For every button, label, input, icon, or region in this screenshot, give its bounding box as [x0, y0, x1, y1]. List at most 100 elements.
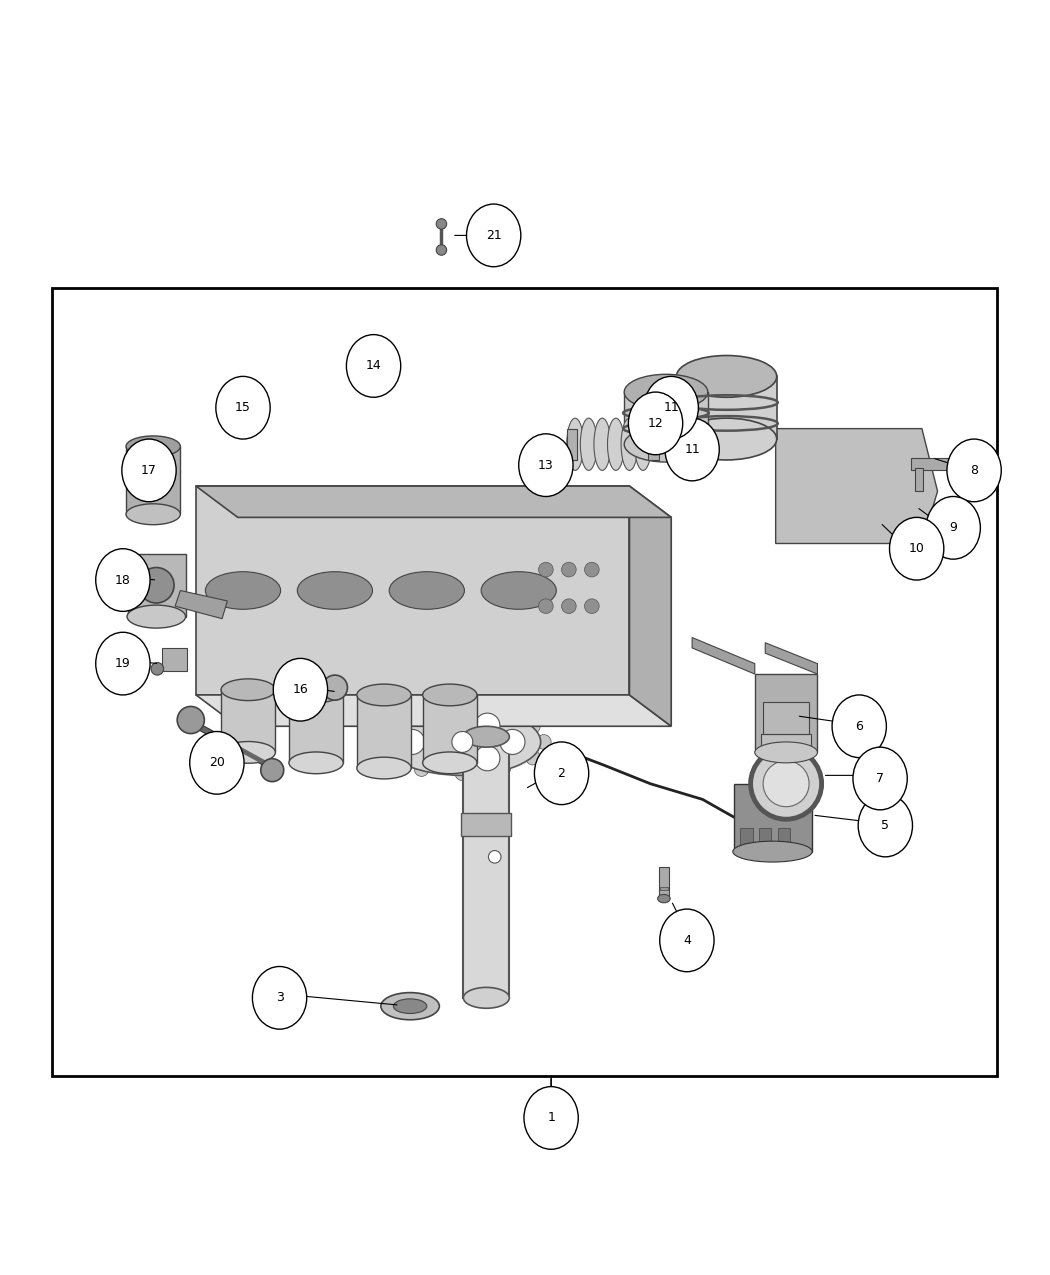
Ellipse shape: [394, 998, 426, 1014]
Ellipse shape: [222, 742, 275, 764]
Bar: [461, 813, 511, 836]
Ellipse shape: [381, 993, 439, 1020]
Text: 3: 3: [275, 992, 284, 1005]
Ellipse shape: [622, 418, 637, 470]
Ellipse shape: [733, 842, 813, 862]
Ellipse shape: [384, 709, 541, 775]
Text: 16: 16: [293, 683, 309, 696]
Ellipse shape: [126, 504, 181, 525]
Circle shape: [537, 734, 551, 750]
Ellipse shape: [252, 966, 307, 1029]
Circle shape: [436, 219, 446, 230]
Ellipse shape: [659, 909, 714, 972]
Ellipse shape: [216, 376, 270, 439]
Bar: [659, 887, 668, 890]
Bar: [126, 446, 181, 514]
Ellipse shape: [853, 747, 907, 810]
Circle shape: [322, 674, 348, 700]
Circle shape: [384, 719, 399, 733]
Text: 15: 15: [235, 402, 251, 414]
Circle shape: [562, 562, 576, 576]
Ellipse shape: [624, 375, 708, 409]
Ellipse shape: [463, 987, 509, 1009]
Ellipse shape: [889, 518, 944, 580]
Bar: [624, 391, 708, 444]
Circle shape: [562, 599, 576, 613]
Polygon shape: [765, 643, 818, 674]
Text: 14: 14: [365, 360, 381, 372]
Ellipse shape: [357, 757, 412, 779]
Bar: [911, 458, 953, 470]
Ellipse shape: [751, 748, 821, 820]
Circle shape: [452, 732, 472, 752]
Ellipse shape: [466, 204, 521, 266]
Ellipse shape: [665, 418, 719, 481]
Circle shape: [400, 729, 425, 755]
Ellipse shape: [390, 571, 464, 609]
Ellipse shape: [832, 695, 886, 757]
Ellipse shape: [755, 742, 818, 762]
Bar: [357, 695, 412, 768]
Ellipse shape: [122, 439, 176, 502]
Polygon shape: [175, 590, 228, 618]
Bar: [761, 733, 812, 752]
Polygon shape: [922, 528, 948, 548]
Circle shape: [539, 562, 553, 576]
Circle shape: [436, 245, 446, 255]
Ellipse shape: [608, 418, 624, 470]
Text: 7: 7: [876, 771, 884, 785]
Circle shape: [151, 663, 164, 674]
Polygon shape: [196, 486, 629, 695]
Text: 20: 20: [209, 756, 225, 769]
Ellipse shape: [858, 794, 912, 857]
Text: 17: 17: [141, 464, 156, 477]
Ellipse shape: [624, 427, 708, 462]
Bar: [755, 674, 818, 752]
Bar: [162, 648, 187, 671]
Ellipse shape: [594, 418, 611, 470]
Ellipse shape: [346, 334, 401, 398]
Text: 5: 5: [881, 819, 889, 833]
Ellipse shape: [423, 752, 477, 774]
Text: 19: 19: [116, 657, 131, 671]
Ellipse shape: [481, 571, 556, 609]
Ellipse shape: [96, 632, 150, 695]
Ellipse shape: [357, 685, 412, 706]
Circle shape: [585, 562, 600, 576]
Bar: [763, 703, 810, 733]
Circle shape: [496, 761, 510, 776]
Ellipse shape: [763, 761, 810, 807]
Bar: [128, 553, 186, 617]
Circle shape: [415, 761, 428, 776]
Text: 1: 1: [547, 1112, 555, 1125]
Ellipse shape: [628, 391, 682, 455]
Ellipse shape: [463, 727, 509, 747]
Ellipse shape: [519, 434, 573, 496]
Ellipse shape: [634, 418, 651, 470]
Text: 13: 13: [538, 459, 553, 472]
Circle shape: [425, 746, 449, 771]
Ellipse shape: [581, 418, 597, 470]
Ellipse shape: [127, 606, 186, 629]
Ellipse shape: [206, 571, 280, 609]
Ellipse shape: [289, 681, 343, 703]
Text: 8: 8: [970, 464, 979, 477]
Circle shape: [374, 734, 388, 750]
Ellipse shape: [926, 496, 981, 560]
Ellipse shape: [190, 732, 244, 794]
Circle shape: [177, 706, 205, 733]
Polygon shape: [776, 428, 938, 543]
Ellipse shape: [297, 571, 373, 609]
Ellipse shape: [534, 742, 589, 805]
Ellipse shape: [222, 678, 275, 700]
Bar: [759, 827, 772, 848]
Ellipse shape: [947, 439, 1002, 502]
Text: 9: 9: [949, 521, 958, 534]
Circle shape: [496, 708, 510, 722]
Polygon shape: [629, 486, 671, 727]
Text: 12: 12: [648, 417, 664, 430]
Text: 11: 11: [685, 442, 700, 456]
Circle shape: [138, 465, 169, 496]
Circle shape: [384, 750, 399, 765]
Bar: [676, 376, 777, 439]
